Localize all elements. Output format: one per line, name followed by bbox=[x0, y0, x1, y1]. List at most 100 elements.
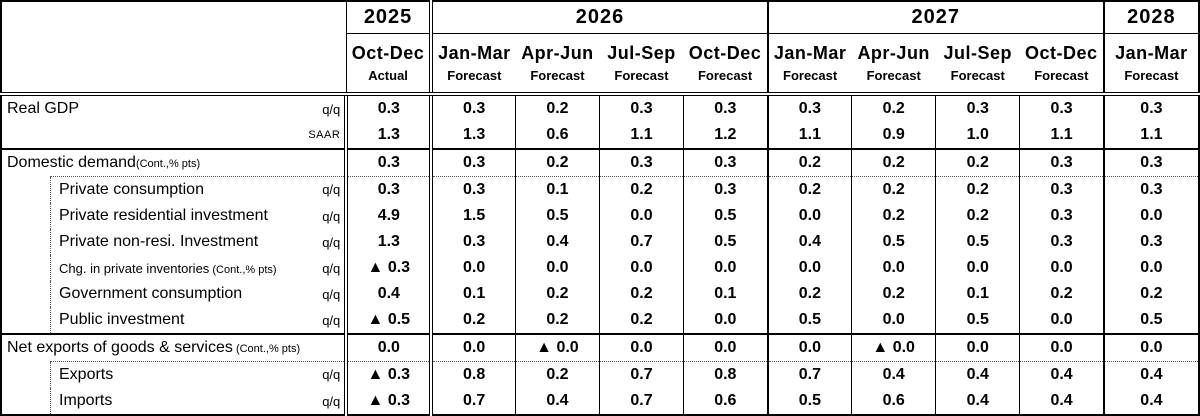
value-cell: 0.3 bbox=[1102, 229, 1199, 255]
column-status-label: Forecast bbox=[950, 68, 1005, 83]
value-cell: 0.9 bbox=[851, 122, 936, 150]
year-header-2028: 2028 bbox=[1102, 1, 1199, 34]
value-cell: ▲ 0.0 bbox=[851, 334, 936, 362]
value-cell: 0.3 bbox=[377, 181, 400, 198]
row-label-cell: Private non-resi. Investment q/q bbox=[1, 229, 349, 255]
value-cell: ▲ 0.3 bbox=[367, 366, 411, 383]
quarter-label: Apr-Jun bbox=[521, 43, 594, 63]
value-cell: 0.3 bbox=[598, 149, 684, 177]
value-cell: 0.2 bbox=[598, 281, 684, 307]
value-cell: 0.3 bbox=[1019, 229, 1104, 255]
value-cell: 1.2 bbox=[683, 122, 768, 150]
value-cell: 0.4 bbox=[851, 361, 936, 388]
unit-label: q/q bbox=[322, 182, 341, 198]
value-cell: 4.9 bbox=[377, 207, 400, 224]
value-cell: 0.1 bbox=[429, 281, 516, 307]
table-row: Chg. in private inventories (Cont.,% pts… bbox=[1, 255, 1199, 281]
row-label: Domestic demand(Cont.,% pts) bbox=[7, 154, 201, 172]
value-cell: 0.0 bbox=[598, 203, 684, 229]
unit-label: q/q bbox=[322, 101, 341, 117]
value-cell: 0.0 bbox=[766, 334, 852, 362]
quarter-label: Jul-Sep bbox=[607, 43, 676, 63]
unit-label: q/q bbox=[322, 367, 341, 383]
dotted-divider bbox=[50, 175, 343, 177]
value-cell: 0.3 bbox=[683, 176, 768, 203]
table-row: Government consumption q/q 0.4 0.1 0.2 0.2 0.1… bbox=[1, 281, 1199, 307]
column-status-label: Actual bbox=[368, 68, 408, 83]
value-cell: 1.1 bbox=[598, 122, 684, 150]
value-cell: 0.4 bbox=[1019, 361, 1104, 388]
value-cell: 0.1 bbox=[935, 281, 1020, 307]
value-cell: 0.2 bbox=[514, 307, 600, 335]
year-header-2026: 2026 bbox=[429, 1, 768, 34]
value-cell: 0.5 bbox=[851, 229, 936, 255]
value-cell: 0.0 bbox=[346, 334, 432, 362]
value-cell: 0.3 bbox=[1019, 203, 1104, 229]
value-cell: 0.5 bbox=[514, 203, 600, 229]
quarter-label: Jul-Sep bbox=[943, 43, 1012, 63]
value-cell: 0.2 bbox=[935, 203, 1020, 229]
value-cell: 0.2 bbox=[514, 94, 600, 122]
value-cell: 0.0 bbox=[1019, 307, 1104, 335]
value-cell: 0.3 bbox=[683, 94, 768, 122]
value-cell: 0.4 bbox=[514, 229, 600, 255]
value-cell: 0.2 bbox=[766, 281, 852, 307]
table-row: Private non-resi. Investment q/q 1.3 0.3 0.4… bbox=[1, 229, 1199, 255]
table-corner bbox=[1, 1, 347, 96]
row-label-suffix: (Cont.,% pts) bbox=[232, 343, 301, 356]
unit-label: q/q bbox=[322, 393, 341, 409]
value-cell: 0.2 bbox=[514, 149, 600, 177]
quarter-label: Oct-Dec bbox=[1025, 43, 1098, 63]
value-cell: 0.8 bbox=[683, 361, 768, 388]
quarter-header: Jul-Sep Forecast bbox=[935, 33, 1020, 96]
value-cell: 0.7 bbox=[598, 229, 684, 255]
value-cell: 0.0 bbox=[514, 255, 600, 281]
quarter-header: Apr-Jun Forecast bbox=[851, 33, 936, 96]
unit-label: q/q bbox=[322, 312, 341, 328]
dotted-divider bbox=[50, 360, 343, 362]
value-cell: 0.3 bbox=[429, 94, 516, 122]
value-cell: 0.2 bbox=[514, 281, 600, 307]
value-cell: 0.3 bbox=[766, 94, 852, 122]
value-cell: 0.0 bbox=[598, 255, 684, 281]
row-label-cell: Private residential investment q/q bbox=[1, 203, 349, 229]
row-label-cell: Private consumption q/q bbox=[1, 176, 349, 203]
value-cell: 1.1 bbox=[1102, 122, 1199, 150]
value-cell: 0.5 bbox=[683, 229, 768, 255]
value-cell: 0.3 bbox=[1019, 176, 1104, 203]
value-cell: 0.4 bbox=[935, 361, 1020, 388]
value-cell: 0.4 bbox=[377, 285, 400, 302]
value-cell: 0.2 bbox=[766, 149, 852, 177]
value-cell: 0.3 bbox=[429, 176, 516, 203]
quarter-label: Jan-Mar bbox=[438, 43, 511, 63]
value-cell: 0.0 bbox=[935, 334, 1020, 362]
value-cell: 0.7 bbox=[766, 361, 852, 388]
value-cell: 0.5 bbox=[766, 307, 852, 335]
year-header-2027: 2027 bbox=[766, 1, 1104, 34]
value-cell: ▲ 0.5 bbox=[346, 307, 432, 335]
unit-label: q/q bbox=[322, 260, 341, 276]
row-label-cell: Public investment q/q bbox=[1, 307, 349, 335]
column-status-label: Forecast bbox=[783, 68, 838, 83]
value-cell: 0.5 bbox=[1102, 307, 1199, 335]
column-status-label: Forecast bbox=[697, 68, 753, 83]
value-cell: 0.0 bbox=[1019, 255, 1104, 281]
value-cell: 0.3 bbox=[1102, 149, 1199, 177]
row-label: Chg. in private inventories (Cont.,% pts… bbox=[59, 260, 277, 276]
year-header-2025: 2025 bbox=[346, 1, 432, 34]
column-status-label: Forecast bbox=[530, 68, 585, 83]
value-cell: 0.2 bbox=[598, 307, 684, 335]
value-cell: 1.3 bbox=[429, 122, 516, 150]
table-row: Private consumption q/q 0.3 0.3 0.1 0.2 0.3 0.2… bbox=[1, 176, 1199, 203]
value-cell: 0.6 bbox=[514, 122, 600, 150]
table-row: Private residential investment q/q 4.9 1.5 0… bbox=[1, 203, 1199, 229]
value-cell: 0.3 bbox=[1102, 94, 1199, 122]
column-status-label: Forecast bbox=[447, 68, 502, 83]
table-row: Domestic demand(Cont.,% pts) 0.3 0.3 0.2 0.3… bbox=[1, 149, 1199, 177]
value-cell: 0.3 bbox=[1019, 149, 1104, 177]
table-row: Public investment q/q ▲ 0.5 0.2 0.2 0.2 0.0 0.5… bbox=[1, 307, 1199, 335]
value-cell: 0.2 bbox=[851, 94, 936, 122]
value-cell: 0.3 bbox=[346, 149, 432, 177]
value-cell: 0.2 bbox=[1019, 281, 1104, 307]
value-cell: 1.3 bbox=[377, 233, 400, 250]
